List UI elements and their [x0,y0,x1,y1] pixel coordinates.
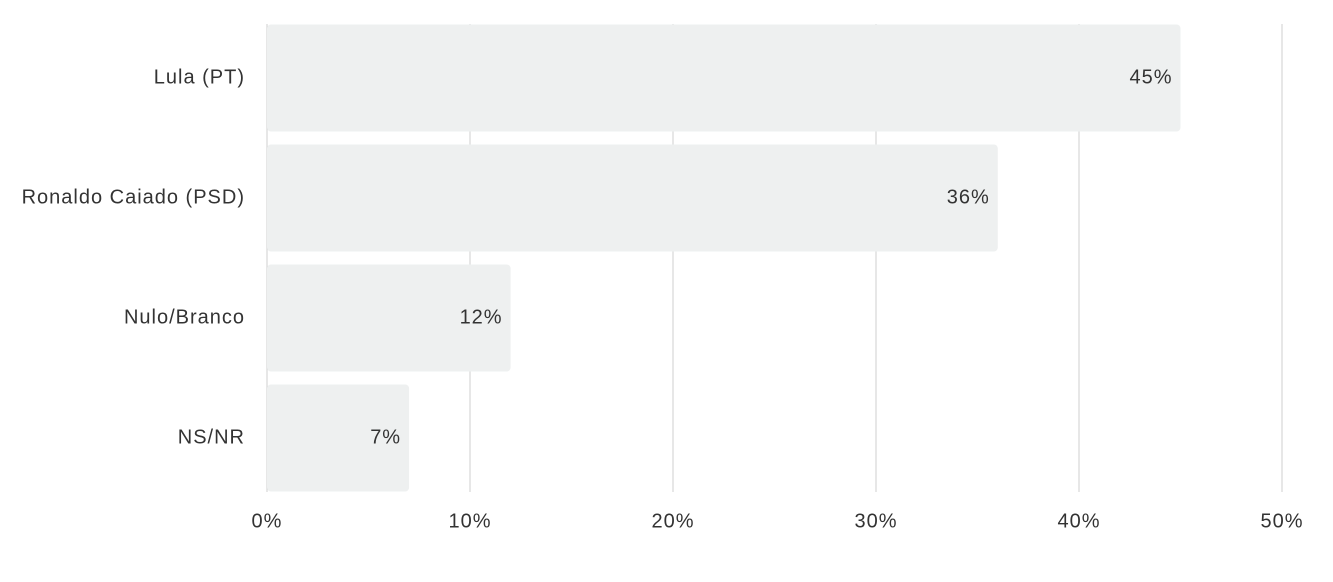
x-tick-label: 50% [1260,510,1303,532]
x-tick-label: 40% [1057,510,1100,532]
y-tick-label: Ronaldo Caiado (PSD) [22,186,245,208]
y-tick-label: Lula (PT) [154,66,245,88]
y-tick-label: NS/NR [178,426,245,448]
value-label: 7% [370,426,401,448]
x-tick-label: 30% [854,510,897,532]
value-label: 36% [947,186,990,208]
value-label: 45% [1129,66,1172,88]
bar [267,144,998,252]
x-tick-label: 10% [448,510,491,532]
value-label: 12% [460,306,503,328]
bar [267,264,511,372]
y-tick-label: Nulo/Branco [124,306,245,328]
x-tick-label: 0% [252,510,283,532]
x-tick-label: 20% [651,510,694,532]
bar [267,24,1181,132]
bar [267,384,410,492]
